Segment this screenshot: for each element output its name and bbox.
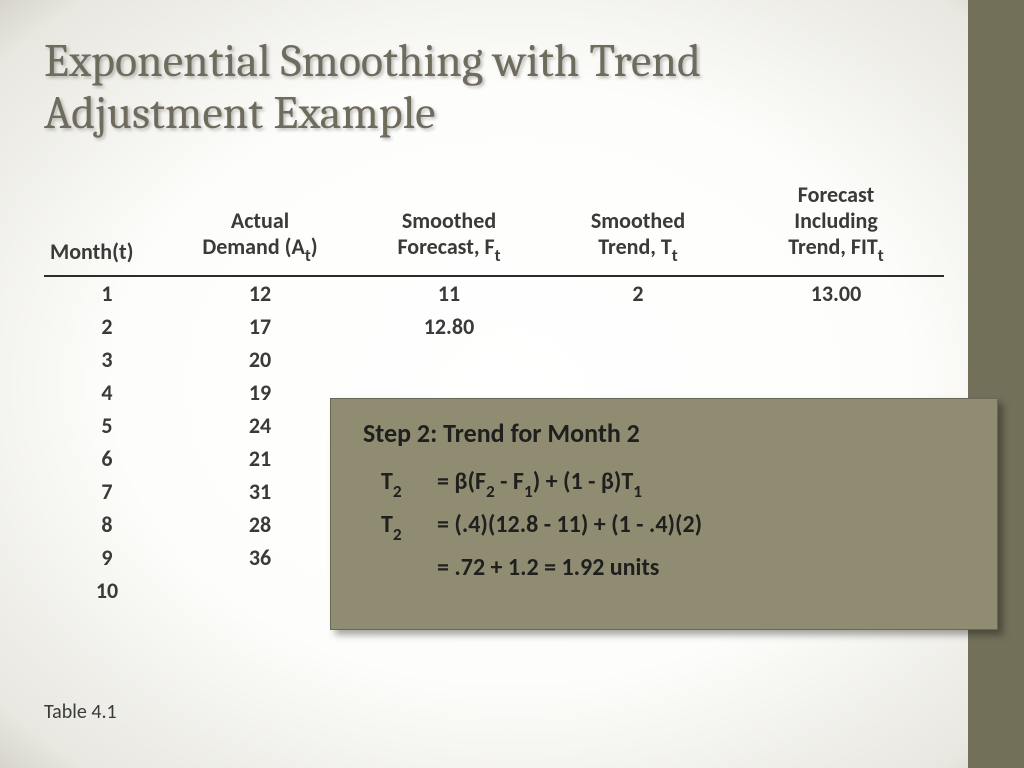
eq3-lhs	[381, 553, 437, 582]
th-smoothed-trend: Smoothed Trend, Tt	[548, 180, 728, 276]
table-row: 11211213.00	[44, 276, 944, 310]
slide: Exponential Smoothing with Trend Adjustm…	[0, 0, 1024, 768]
table-row: 21712.80	[44, 310, 944, 343]
table-row: 320	[44, 343, 944, 376]
eq1-lhs: T2	[381, 467, 437, 500]
eq3-rhs: = .72 + 1.2 = 1.92 units	[437, 553, 971, 582]
th-month: Month(t)	[44, 180, 170, 276]
table-header-row: Month(t) Actual Demand (At) Smoothed For…	[44, 180, 944, 276]
eq1-rhs: = β(F2 - F1) + (1 - β)T1	[437, 467, 971, 500]
equation-1: T2 = β(F2 - F1) + (1 - β)T1	[381, 467, 971, 500]
side-accent-bar	[968, 0, 1024, 768]
th-fit: Forecast Including Trend, FITt	[728, 180, 944, 276]
slide-title: Exponential Smoothing with Trend Adjustm…	[44, 36, 924, 139]
eq2-lhs: T2	[381, 510, 437, 543]
table-caption: Table 4.1	[44, 700, 117, 724]
equation-2: T2 = (.4)(12.8 - 11) + (1 - .4)(2)	[381, 510, 971, 543]
th-smoothed-forecast: Smoothed Forecast, Ft	[350, 180, 548, 276]
callout-title: Step 2: Trend for Month 2	[363, 417, 971, 449]
step-callout: Step 2: Trend for Month 2 T2 = β(F2 - F1…	[330, 398, 998, 630]
eq2-rhs: = (.4)(12.8 - 11) + (1 - .4)(2)	[437, 510, 971, 543]
th-actual: Actual Demand (At)	[170, 180, 350, 276]
equation-3: = .72 + 1.2 = 1.92 units	[381, 553, 971, 582]
